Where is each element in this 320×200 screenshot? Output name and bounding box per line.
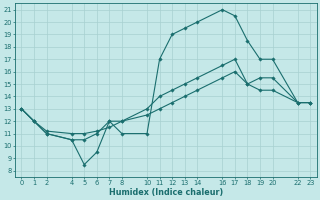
X-axis label: Humidex (Indice chaleur): Humidex (Indice chaleur) xyxy=(109,188,223,197)
